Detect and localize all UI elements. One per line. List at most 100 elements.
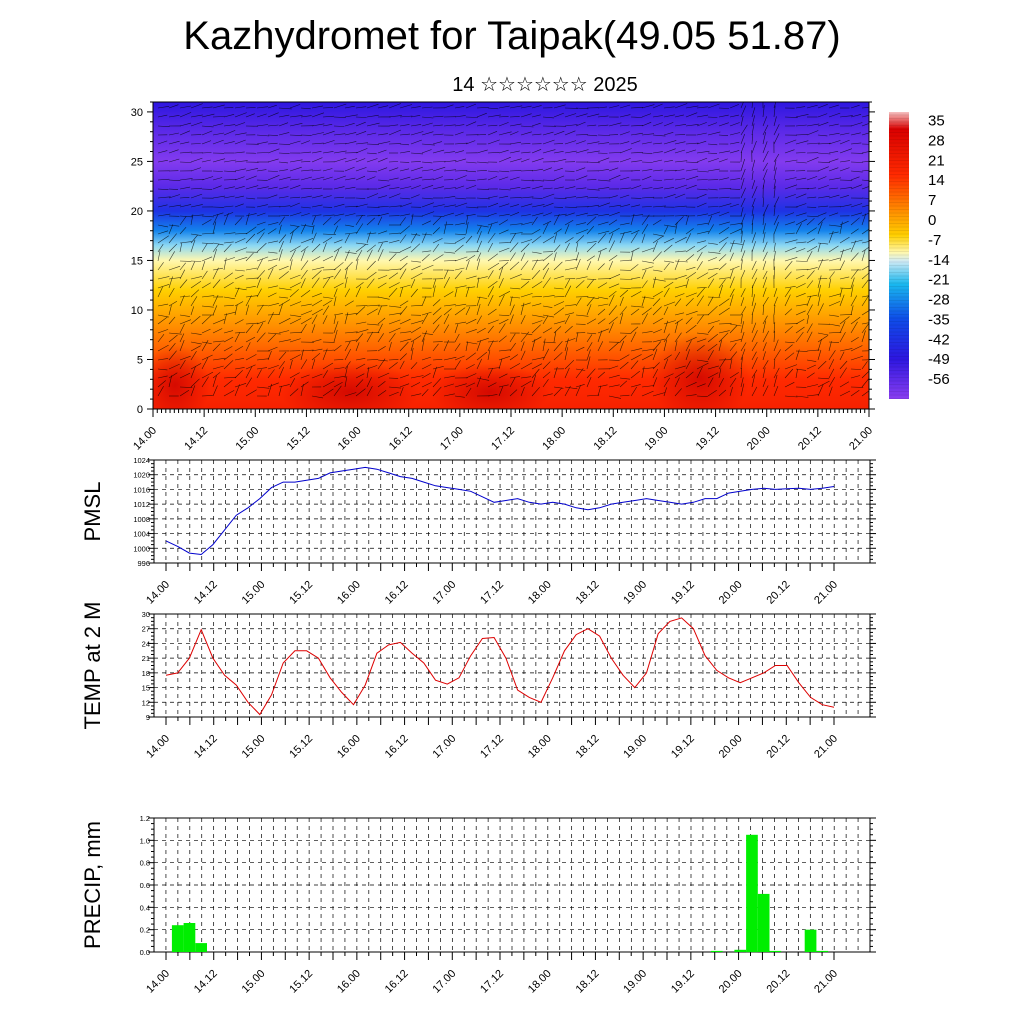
- time-tick-label: 15.12: [287, 579, 315, 607]
- section-y-tick-label: 20: [131, 206, 143, 218]
- time-tick-label: 19.00: [621, 968, 649, 996]
- time-tick-label: 16.00: [336, 425, 364, 453]
- time-tick-label: 16.12: [383, 733, 411, 761]
- precip-panel: 0.0 0.2 0.4 0.6 0.8 1.0 1.2 14.00 14.12 15.00 15.1…: [80, 814, 876, 996]
- time-tick-label: 17.12: [478, 968, 506, 996]
- temp-2m-y-tick-label: 21: [142, 654, 150, 663]
- pmsl-y-tick-label: 1020: [133, 471, 150, 480]
- time-tick-label: 14.00: [144, 579, 172, 607]
- pmsl-y-tick-label: 1000: [133, 544, 150, 553]
- temperature-section-field: [153, 102, 869, 409]
- pmsl-y-tick-label: 1016: [133, 485, 150, 494]
- colorbar-tick-label: -35: [928, 311, 950, 328]
- precip-y-tick-label: 0.8: [140, 859, 150, 868]
- precip-bar: [710, 950, 723, 952]
- time-tick-label: 21.00: [812, 579, 840, 607]
- colorbar-tick-label: 14: [928, 172, 945, 189]
- time-tick-label: 15.00: [240, 579, 268, 607]
- temp-2m-y-tick-label: 18: [142, 669, 150, 678]
- pmsl-y-axis-label: PMSL: [80, 482, 105, 542]
- time-tick-label: 18.00: [540, 425, 568, 453]
- time-tick-label: 20.00: [717, 733, 745, 761]
- time-tick-label: 19.12: [694, 425, 722, 453]
- time-tick-label: 20.12: [764, 579, 792, 607]
- time-tick-label: 15.12: [287, 733, 315, 761]
- precip-bar: [746, 834, 758, 953]
- time-tick-label: 15.12: [285, 425, 313, 453]
- time-tick-label: 17.00: [430, 579, 458, 607]
- time-tick-label: 16.12: [387, 425, 415, 453]
- temp-2m-y-tick-label: 30: [142, 610, 150, 619]
- pmsl-panel: 996 1000 1004 1008 1012 1016 1020 1024 14.00 14.1…: [80, 456, 876, 607]
- wind-vector-field: [157, 102, 869, 399]
- colorbar-tick-label: -14: [928, 252, 950, 269]
- time-tick-label: 17.00: [438, 425, 466, 453]
- time-tick-label: 14.00: [144, 968, 172, 996]
- precip-y-tick-label: 0.6: [140, 881, 150, 890]
- colorbar: 35 28 21 14 7 0 -7 -14 -21 -28 -35 -42 -49 -56: [889, 112, 950, 399]
- time-tick-label: 18.12: [574, 579, 602, 607]
- page-title: Kazhydromet for Taipak(49.05 51.87): [183, 14, 841, 58]
- section-y-tick-label: 5: [137, 354, 143, 366]
- colorbar-tick-label: 21: [928, 152, 945, 169]
- time-tick-label: 14.12: [192, 968, 220, 996]
- section-y-tick-label: 0: [137, 404, 143, 416]
- precip-bar: [171, 925, 184, 952]
- time-tick-label: 17.12: [478, 733, 506, 761]
- precip-bar: [195, 943, 207, 952]
- time-tick-label: 18.12: [574, 733, 602, 761]
- time-tick-label: 20.12: [764, 733, 792, 761]
- time-tick-label: 18.00: [526, 968, 554, 996]
- colorbar-tick-label: -42: [928, 331, 950, 348]
- pmsl-series-line: [165, 466, 835, 556]
- colorbar-tick-label: 0: [928, 212, 936, 229]
- precip-y-tick-label: 0.4: [140, 903, 150, 912]
- colorbar-tick-label: -21: [928, 272, 950, 289]
- precip-bar: [804, 929, 817, 952]
- time-tick-label: 16.12: [383, 579, 411, 607]
- time-tick-label: 15.00: [240, 733, 268, 761]
- time-tick-label: 20.12: [796, 425, 824, 453]
- time-tick-label: 21.00: [847, 425, 875, 453]
- time-tick-label: 18.12: [591, 425, 619, 453]
- time-tick-label: 19.12: [669, 733, 697, 761]
- pmsl-y-tick-label: 1012: [133, 500, 150, 509]
- temp-2m-y-tick-label: 15: [142, 684, 150, 693]
- page-subtitle: 14 ☆☆☆☆☆☆ 2025: [452, 74, 638, 96]
- time-tick-label: 17.12: [478, 579, 506, 607]
- pmsl-y-tick-label: 1004: [133, 530, 150, 539]
- time-tick-label: 19.12: [669, 579, 697, 607]
- time-tick-label: 16.00: [335, 733, 363, 761]
- time-tick-label: 16.00: [335, 968, 363, 996]
- time-tick-label: 14.12: [182, 425, 210, 453]
- temp-2m-y-tick-label: 24: [142, 639, 150, 648]
- time-tick-label: 14.12: [192, 733, 220, 761]
- time-tick-label: 14.00: [144, 733, 172, 761]
- pmsl-y-tick-label: 1008: [133, 515, 150, 524]
- section-y-tick-label: 10: [131, 305, 143, 317]
- time-tick-label: 18.00: [526, 579, 554, 607]
- precip-bar: [816, 950, 829, 952]
- time-tick-label: 15.00: [233, 425, 261, 453]
- temp-2m-series-line: [165, 617, 835, 716]
- colorbar-scale: [889, 112, 909, 399]
- temp-2m-y-tick-label: 12: [142, 698, 150, 707]
- section-y-tick-label: 30: [131, 107, 143, 119]
- temp-2m-y-axis-label: TEMP at 2 M: [80, 602, 105, 730]
- time-tick-label: 14.00: [131, 425, 159, 453]
- time-tick-label: 17.12: [489, 425, 517, 453]
- time-tick-label: 17.00: [430, 733, 458, 761]
- colorbar-tick-label: -28: [928, 292, 950, 309]
- warm-core-3: [430, 364, 550, 409]
- colorbar-tick-label: -7: [928, 232, 941, 249]
- time-tick-label: 20.00: [717, 579, 745, 607]
- precip-bar: [734, 949, 747, 952]
- time-tick-label: 19.00: [643, 425, 671, 453]
- precip-y-tick-label: 0.0: [140, 948, 150, 957]
- section-y-tick-label: 15: [131, 255, 143, 267]
- time-tick-label: 18.00: [526, 733, 554, 761]
- time-tick-label: 20.12: [764, 968, 792, 996]
- temp-2m-y-tick-label: 9: [146, 713, 150, 722]
- colorbar-tick-label: -49: [928, 351, 950, 368]
